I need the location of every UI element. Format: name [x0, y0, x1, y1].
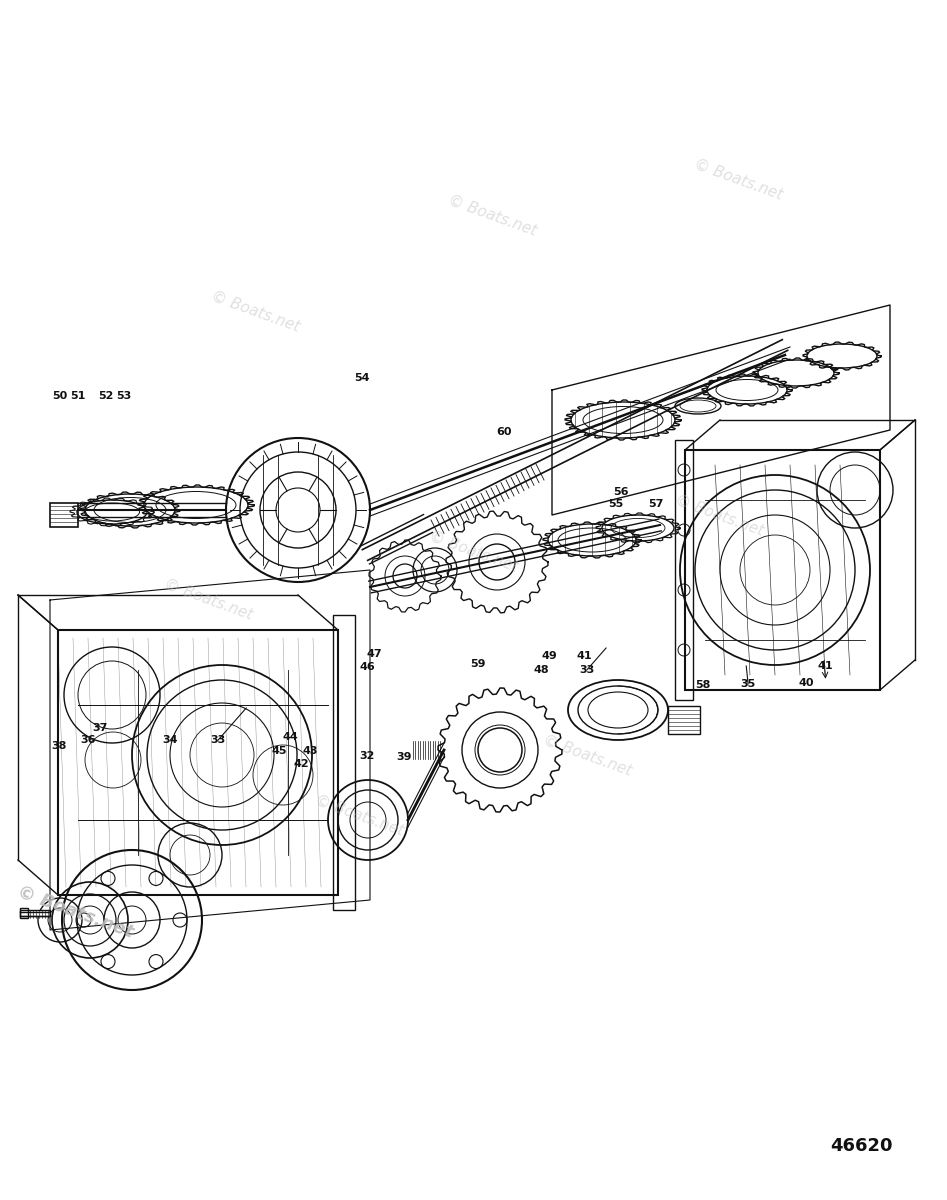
Text: 39: 39: [397, 752, 412, 762]
Bar: [333, 614, 355, 910]
Text: 51: 51: [70, 391, 85, 401]
Text: 56: 56: [614, 487, 629, 497]
Text: 34: 34: [163, 736, 178, 745]
Text: 38: 38: [51, 742, 66, 751]
Text: 52: 52: [98, 391, 114, 401]
Bar: [20, 908, 28, 918]
Bar: [675, 440, 693, 700]
Text: © Boats.net: © Boats.net: [15, 882, 136, 942]
Text: 41: 41: [818, 661, 833, 671]
Text: 44: 44: [283, 732, 298, 742]
Text: © Boats.net: © Boats.net: [209, 289, 302, 335]
Text: 57: 57: [649, 499, 664, 509]
Text: © Boats.net: © Boats.net: [541, 733, 634, 779]
Bar: [50, 503, 78, 527]
Text: 50: 50: [52, 391, 67, 401]
Text: 45: 45: [272, 746, 287, 756]
Text: 54: 54: [354, 373, 369, 383]
Text: © Boats.net: © Boats.net: [313, 793, 406, 839]
Text: 33: 33: [210, 736, 225, 745]
Text: 35: 35: [741, 679, 756, 689]
Text: 49: 49: [542, 652, 557, 661]
Text: © Boats.net: © Boats.net: [162, 577, 255, 623]
Text: 60: 60: [496, 427, 511, 437]
Text: 36: 36: [80, 736, 96, 745]
Text: 48: 48: [534, 665, 549, 674]
Text: 55: 55: [608, 499, 623, 509]
Text: © Boats.net: © Boats.net: [673, 493, 766, 539]
Text: 40: 40: [798, 678, 813, 688]
Bar: [685, 450, 880, 690]
Text: © Boats.net: © Boats.net: [427, 529, 520, 575]
Text: 47: 47: [366, 649, 382, 659]
Bar: [668, 706, 700, 734]
Text: 53: 53: [116, 391, 132, 401]
Text: © Boats.net: © Boats.net: [692, 157, 785, 203]
Text: 42: 42: [294, 760, 309, 769]
Text: 37: 37: [93, 724, 108, 733]
Text: 59: 59: [471, 659, 486, 668]
Bar: [20, 910, 50, 916]
Text: 43: 43: [303, 746, 318, 756]
Text: 58: 58: [695, 680, 710, 690]
Text: 32: 32: [360, 751, 375, 761]
Bar: [58, 630, 338, 895]
Text: 46: 46: [360, 662, 375, 672]
Text: 46620: 46620: [831, 1138, 893, 1154]
Text: 33: 33: [580, 665, 595, 674]
Text: 41: 41: [577, 652, 592, 661]
Text: © Boats.net: © Boats.net: [446, 193, 539, 239]
